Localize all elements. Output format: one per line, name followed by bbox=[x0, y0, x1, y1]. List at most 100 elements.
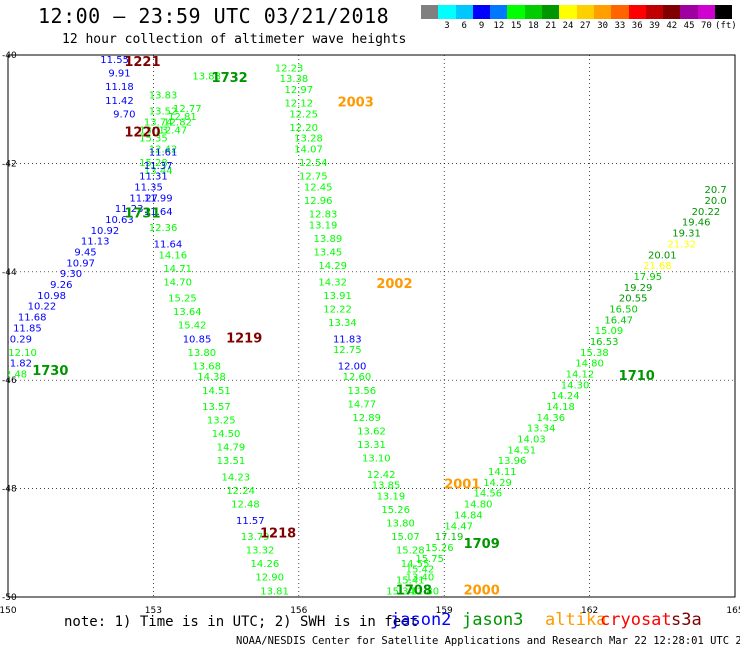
wave-height-value: 20.55 bbox=[619, 294, 648, 305]
latitude-tick-label: -44 bbox=[2, 268, 17, 278]
wave-height-value: 13.51 bbox=[217, 456, 246, 467]
color-scale-label: 21 bbox=[545, 21, 557, 31]
latitude-tick-label: -42 bbox=[2, 159, 17, 169]
pass-time-label: 1708 bbox=[396, 583, 432, 598]
wave-height-value: 14.23 bbox=[221, 472, 250, 483]
wave-height-value: 12.10 bbox=[8, 348, 37, 359]
wave-height-value: 14.56 bbox=[473, 489, 502, 500]
wave-height-value: 15.42 bbox=[178, 321, 207, 332]
color-scale-label: 18 bbox=[528, 21, 539, 31]
wave-height-value: 13.56 bbox=[347, 386, 376, 397]
map-frame bbox=[7, 54, 736, 598]
wave-height-value: 19.46 bbox=[682, 218, 711, 229]
wave-height-value: 15.75 bbox=[415, 554, 444, 565]
wave-height-value: 12.97 bbox=[284, 85, 313, 96]
color-scale-label: 12 bbox=[493, 21, 505, 31]
wave-height-value: 13.19 bbox=[309, 220, 338, 231]
pass-time-label: 1730 bbox=[32, 364, 68, 379]
wave-height-value: 12.96 bbox=[304, 196, 333, 207]
wave-height-value: 14.70 bbox=[163, 277, 192, 288]
wave-height-value: 12.45 bbox=[304, 183, 333, 194]
wave-height-value: 11.37 bbox=[144, 161, 173, 172]
wave-height-value: 12.42 bbox=[149, 145, 178, 156]
wave-height-value: 16.53 bbox=[590, 337, 619, 348]
wave-height-value: 15.42 bbox=[406, 565, 435, 576]
wave-height-value: 11.18 bbox=[105, 82, 134, 93]
wave-height-value: 13.64 bbox=[173, 307, 202, 318]
color-swatch bbox=[421, 5, 439, 19]
wave-height-value: 12.81 bbox=[168, 112, 197, 123]
latitude-tick-label: -40 bbox=[2, 51, 17, 61]
color-scale-label: 45 bbox=[683, 21, 695, 31]
wave-height-value: 14.07 bbox=[294, 145, 323, 156]
wave-height-value: 21.68 bbox=[643, 261, 672, 272]
color-scale-label: 15 bbox=[510, 21, 522, 31]
color-swatch bbox=[715, 5, 733, 19]
color-swatch bbox=[438, 5, 456, 19]
color-swatch bbox=[611, 5, 629, 19]
wave-height-value: 9.26 bbox=[50, 280, 72, 291]
wave-height-value: 13.89 bbox=[314, 234, 343, 245]
wave-height-value: 17.19 bbox=[435, 532, 464, 543]
wave-height-value: 20.7 bbox=[704, 185, 726, 196]
color-swatch bbox=[576, 5, 594, 19]
wave-height-value: 20.01 bbox=[648, 250, 677, 261]
wave-height-value: 13.79 bbox=[241, 532, 270, 543]
wave-height-value: 19.31 bbox=[672, 229, 701, 240]
wave-height-value: 11.85 bbox=[13, 323, 42, 334]
pass-time-label: 1710 bbox=[619, 369, 655, 384]
longitude-tick-label: 165 bbox=[726, 606, 740, 616]
latitude-tick-label: -50 bbox=[2, 593, 17, 603]
wave-height-value: 14.77 bbox=[347, 399, 376, 410]
color-swatch bbox=[593, 5, 612, 19]
footer: note: 1) Time is in UTC; 2) SWH is in fe… bbox=[0, 610, 740, 650]
wave-height-value: 11.64 bbox=[154, 239, 183, 250]
wave-height-value: 14.29 bbox=[483, 478, 512, 489]
wave-height-value: 13.68 bbox=[192, 361, 221, 372]
wave-height-value: 14.80 bbox=[575, 359, 604, 370]
color-swatch bbox=[697, 5, 716, 19]
color-scale-label: (ft) bbox=[715, 21, 737, 31]
color-scale-label: 24 bbox=[562, 21, 574, 31]
wave-height-value: 17.95 bbox=[633, 272, 662, 283]
wave-height-value: 12.75 bbox=[333, 345, 362, 356]
wave-height-value: 13.40 bbox=[406, 573, 435, 584]
wave-height-value: 11.99 bbox=[144, 193, 173, 204]
wave-height-value: 16.11 bbox=[377, 597, 406, 608]
color-swatch bbox=[645, 5, 664, 19]
wave-height-value: 13.25 bbox=[207, 416, 236, 427]
wave-height-value: 12.42 bbox=[367, 470, 396, 481]
wave-height-value: 14.84 bbox=[454, 510, 483, 521]
wave-height-value: 14.29 bbox=[318, 261, 347, 272]
pass-time-label: 2001 bbox=[444, 478, 480, 493]
wave-height-value: 12.20 bbox=[289, 123, 318, 134]
wave-height-value: 13.34 bbox=[527, 424, 556, 435]
wave-height-value: 12.25 bbox=[289, 109, 318, 120]
latitude-tick-label: -48 bbox=[2, 485, 17, 495]
wave-height-value: 14.55 bbox=[401, 559, 430, 570]
color-swatch bbox=[472, 5, 491, 19]
latitude-tick-label: -46 bbox=[2, 376, 17, 386]
wave-height-value: 12.54 bbox=[299, 158, 328, 169]
wave-height-value: 12.60 bbox=[343, 372, 372, 383]
footer-note: note: 1) Time is in UTC; 2) SWH is in fe… bbox=[64, 614, 419, 630]
wave-height-value: 13.45 bbox=[314, 248, 343, 259]
wave-height-value: 15.38 bbox=[580, 348, 609, 359]
wave-height-value: 20.0 bbox=[704, 196, 726, 207]
wave-height-value: 9.91 bbox=[108, 69, 130, 80]
wave-height-value: 15.25 bbox=[168, 294, 197, 305]
page-title: 12:00 — 23:59 UTC 03/21/2018 bbox=[38, 4, 390, 28]
wave-height-value: 10.92 bbox=[91, 226, 120, 237]
wave-height-value: 13.74 bbox=[144, 117, 173, 128]
wave-height-value: 13.88 bbox=[192, 71, 221, 82]
pass-time-label: 1218 bbox=[260, 526, 296, 541]
wave-height-value: 13.44 bbox=[144, 166, 173, 177]
wave-height-value: 12.75 bbox=[299, 172, 328, 183]
wave-height-value: 13.85 bbox=[372, 481, 401, 492]
wave-height-value: 12.47 bbox=[158, 126, 187, 137]
wave-height-value: 13.38 bbox=[280, 74, 309, 85]
wave-height-value: 15.09 bbox=[595, 326, 624, 337]
color-swatch bbox=[663, 5, 681, 19]
